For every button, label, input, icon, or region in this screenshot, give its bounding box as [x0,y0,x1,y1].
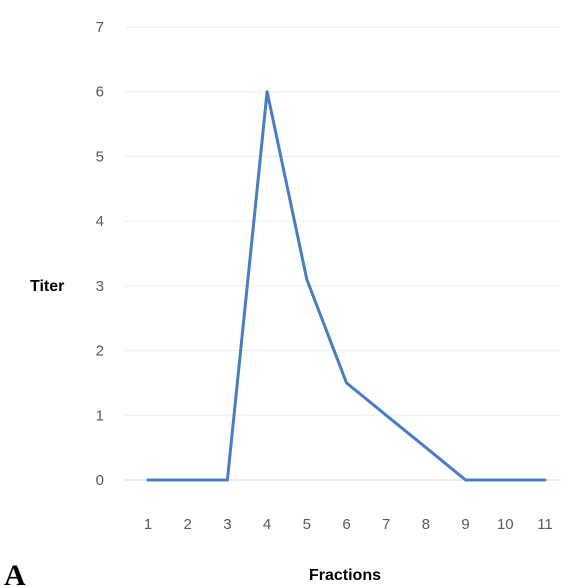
y-tick-label: 1 [96,407,104,424]
y-tick-label: 0 [96,472,104,489]
x-tick-label: 3 [223,516,231,533]
x-tick-label: 1 [144,516,152,533]
y-tick-label: 4 [96,213,104,230]
x-axis-ticks: 1 2 3 4 5 6 7 8 9 10 11 [144,516,553,533]
series-line [146,90,547,482]
x-axis-title: Fractions [309,567,381,584]
x-tick-label: 5 [303,516,311,533]
y-axis-title: Titer [30,278,64,295]
y-tick-label: 5 [96,148,104,165]
x-tick-label: 2 [184,516,192,533]
x-tick-label: 7 [382,516,390,533]
y-tick-label: 7 [96,19,104,36]
y-tick-label: 2 [96,343,104,360]
y-axis-ticks: 0 1 2 3 4 5 6 7 [96,19,104,489]
gridlines [125,26,560,481]
x-tick-label: 4 [263,516,271,533]
x-tick-label: 10 [497,516,514,533]
x-tick-label: 9 [461,516,469,533]
y-tick-label: 6 [96,84,104,101]
x-tick-label: 11 [537,516,553,533]
series-group [146,90,547,482]
x-tick-label: 8 [422,516,430,533]
y-tick-label: 3 [96,278,104,295]
panel-label: A [4,559,26,587]
x-tick-label: 6 [342,516,350,533]
